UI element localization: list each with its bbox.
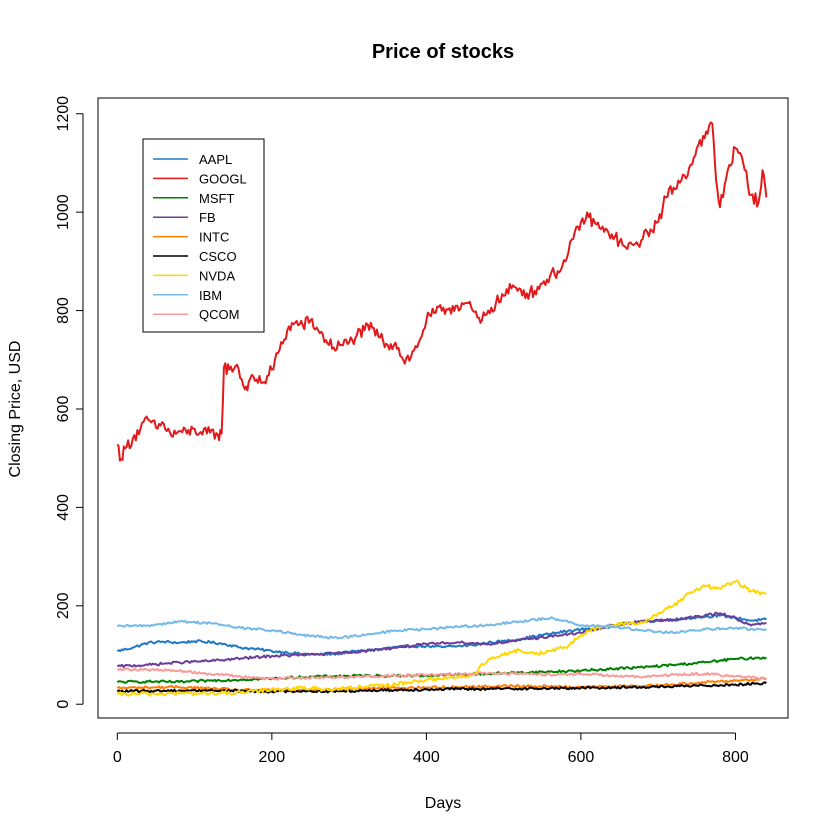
y-tick-label: 1200 — [55, 96, 72, 132]
x-tick-label: 200 — [259, 749, 286, 766]
legend-label-qcom: QCOM — [199, 307, 239, 322]
chart-title: Price of stocks — [372, 41, 514, 63]
x-axis-label: Days — [425, 795, 461, 812]
x-tick-label: 600 — [568, 749, 595, 766]
y-tick-label: 600 — [55, 396, 72, 423]
x-tick-label: 800 — [722, 749, 749, 766]
legend-label-fb: FB — [199, 210, 216, 225]
series-line-intc — [116, 676, 767, 693]
y-tick-label: 1000 — [55, 194, 72, 230]
legend-label-aapl: AAPL — [199, 152, 232, 167]
x-tick-label: 0 — [113, 749, 122, 766]
y-tick-label: 0 — [55, 700, 72, 709]
legend-label-intc: INTC — [199, 230, 229, 245]
legend-label-googl: GOOGL — [199, 171, 247, 186]
series-layer — [116, 121, 768, 697]
legend-label-csco: CSCO — [199, 249, 237, 264]
y-axis-label: Closing Price, USD — [7, 341, 24, 478]
series-line-googl — [116, 121, 768, 462]
series-line-ibm — [116, 616, 767, 640]
series-line-nvda — [116, 579, 767, 697]
y-tick-label: 800 — [55, 297, 72, 324]
series-line-fb — [116, 611, 767, 668]
plot-frame — [97, 97, 789, 719]
legend-box — [142, 138, 265, 333]
y-tick-label: 400 — [55, 494, 72, 521]
axes-layer: 0 200 400 600 800 0 200 400 600 800 1000 1200 — [55, 96, 749, 766]
x-tick-label: 400 — [413, 749, 440, 766]
legend-label-msft: MSFT — [199, 191, 234, 206]
y-tick-label: 200 — [55, 592, 72, 619]
legend: AAPL GOOGL MSFT FB INTC CSCO NVDA IBM QCOM — [142, 138, 265, 333]
legend-label-ibm: IBM — [199, 288, 222, 303]
legend-label-nvda: NVDA — [199, 268, 235, 283]
series-line-qcom — [116, 666, 767, 681]
